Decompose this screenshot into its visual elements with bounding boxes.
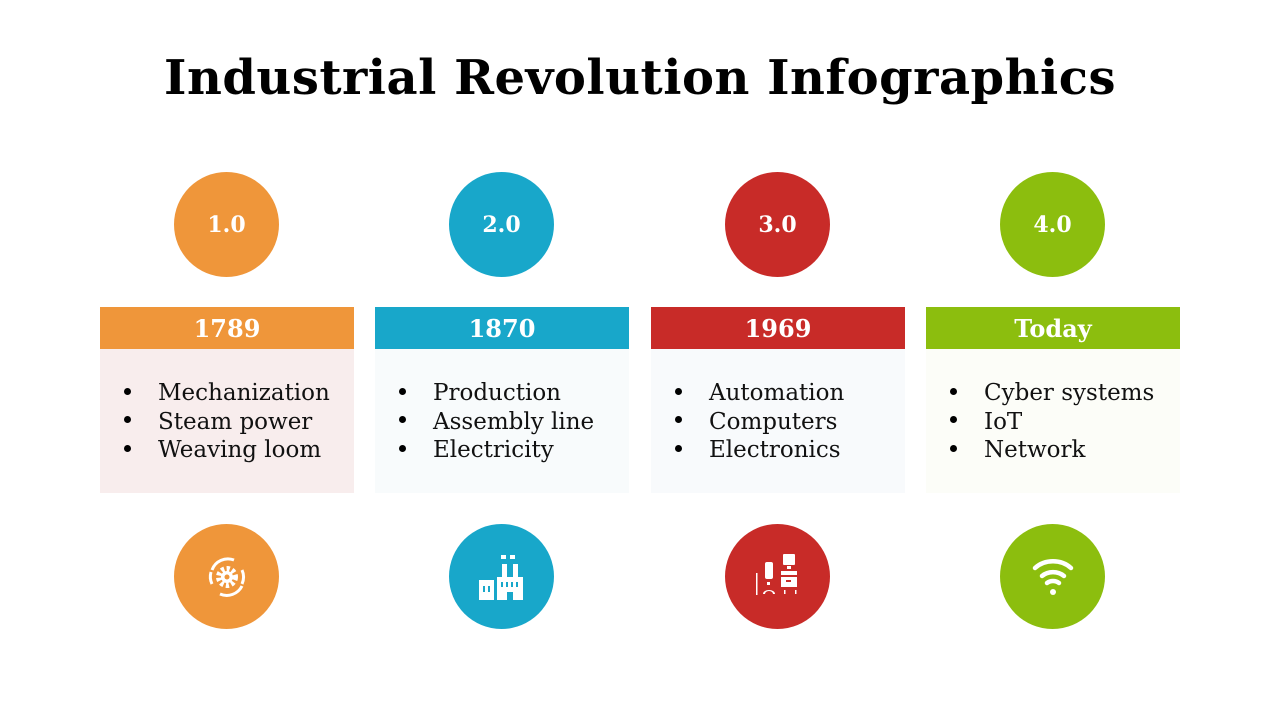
year-header: 1870 (375, 307, 629, 349)
factory-icon (449, 524, 554, 629)
list-item: Electricity (399, 436, 594, 465)
wifi-icon (1000, 524, 1105, 629)
list-item: Automation (675, 379, 844, 408)
gear-cycle-icon (174, 524, 279, 629)
year-header: Today (926, 307, 1180, 349)
list-item: Production (399, 379, 594, 408)
list-item: Cyber systems (950, 379, 1154, 408)
list-item: Weaving loom (124, 436, 330, 465)
page-title: Industrial Revolution Infographics (164, 50, 1116, 106)
computer-workstation-icon (725, 524, 830, 629)
version-badge: 2.0 (449, 172, 554, 277)
list-item: Computers (675, 408, 844, 437)
list-item: Electronics (675, 436, 844, 465)
year-header: 1969 (651, 307, 905, 349)
list-item: IoT (950, 408, 1154, 437)
items-panel: Production Assembly line Electricity (375, 349, 629, 493)
items-panel: Cyber systems IoT Network (926, 349, 1180, 493)
list-item: Mechanization (124, 379, 330, 408)
version-badge: 1.0 (174, 172, 279, 277)
list-item: Assembly line (399, 408, 594, 437)
list-item: Steam power (124, 408, 330, 437)
version-badge: 4.0 (1000, 172, 1105, 277)
list-item: Network (950, 436, 1154, 465)
items-panel: Mechanization Steam power Weaving loom (100, 349, 354, 493)
year-header: 1789 (100, 307, 354, 349)
items-panel: Automation Computers Electronics (651, 349, 905, 493)
version-badge: 3.0 (725, 172, 830, 277)
